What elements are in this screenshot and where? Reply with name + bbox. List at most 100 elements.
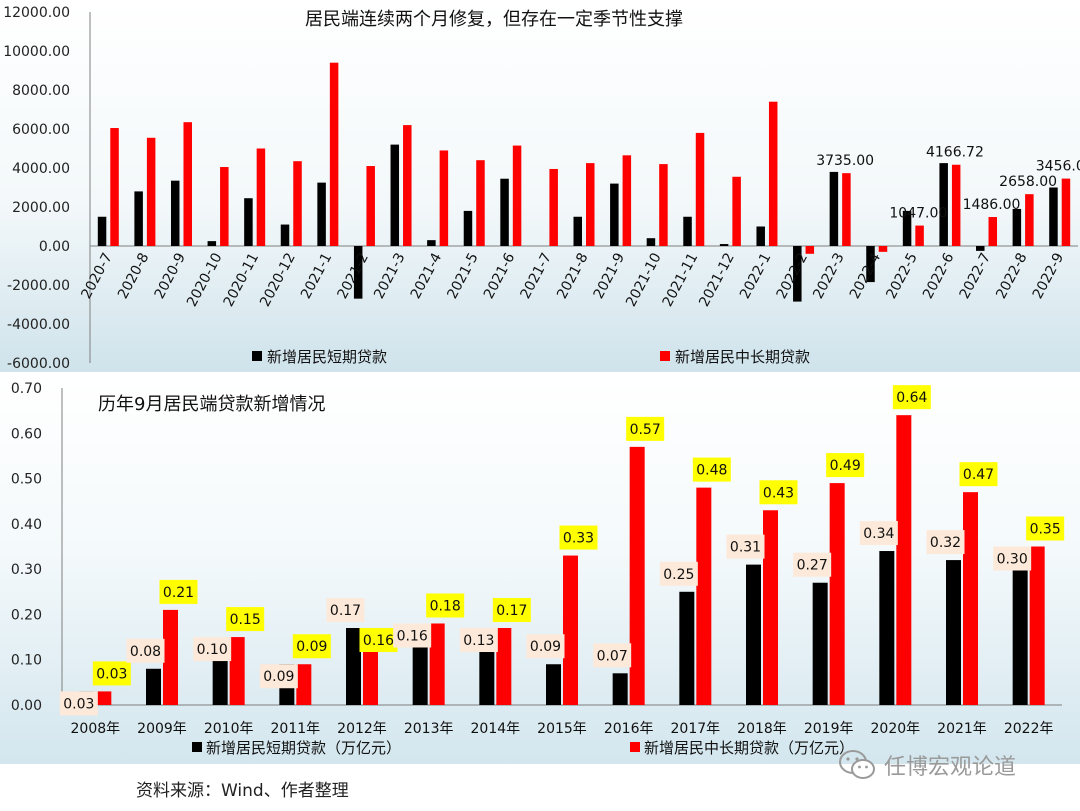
- data-label-text: 0.57: [630, 422, 661, 438]
- data-label-text: 0.17: [496, 603, 527, 619]
- bar-short-term: [500, 178, 509, 246]
- bar-short-term: [1012, 569, 1028, 705]
- y-tick-label: 0.60: [11, 426, 42, 442]
- bar-short-term: [866, 246, 875, 283]
- bar-long-term: [476, 160, 485, 246]
- y-tick-label: 0.40: [11, 517, 42, 533]
- bar-short-term: [427, 240, 436, 246]
- september-loan-chart: 历年9月居民端贷款新增情况 0.700.600.500.400.300.200.…: [0, 376, 1080, 764]
- legend-swatch-long-term: [660, 351, 670, 361]
- bar-short-term: [976, 246, 985, 251]
- bar-series: [79, 415, 1045, 705]
- bar-long-term: [256, 148, 266, 246]
- data-label-text: 0.43: [763, 485, 794, 501]
- y-tick-label: 0.20: [11, 607, 42, 623]
- bar-long-term: [439, 150, 449, 246]
- chart-title: 历年9月居民端贷款新增情况: [98, 394, 325, 415]
- bar-short-term: [207, 241, 217, 246]
- data-label-text: 0.16: [397, 628, 428, 644]
- y-axis: 0.70 0.60 0.50 0.40 0.30 0.20 0.10 0.00: [11, 381, 1062, 714]
- bar-short-term: [719, 244, 729, 246]
- x-tick-label: 2017年: [671, 721, 721, 737]
- bar-long-term: [229, 637, 245, 705]
- bar-short-term: [546, 664, 561, 705]
- bar-short-term: [463, 210, 473, 246]
- bar-short-term: [946, 560, 961, 705]
- bar-short-term: [244, 198, 253, 246]
- bar-series: [97, 62, 1071, 302]
- y-tick-label: 0.00: [11, 698, 42, 714]
- data-labels: 0.030.030.080.210.100.150.090.090.170.16…: [59, 385, 1065, 716]
- data-label-text: 0.35: [1030, 522, 1061, 538]
- bar-short-term: [170, 180, 180, 246]
- data-label-background: [993, 546, 1032, 571]
- data-label-text: 0.08: [130, 644, 161, 660]
- data-label-background: [193, 637, 232, 662]
- data-label-text: 0.31: [730, 540, 761, 556]
- bar-long-term: [146, 137, 156, 246]
- monthly-loan-chart-panel: 居民端连续两个月修复，但存在一定季节性支撑 12000.00 10000.00 80…: [0, 0, 1080, 372]
- bar-short-term: [346, 628, 361, 705]
- bar-short-term: [146, 668, 161, 705]
- data-label-long-term: 0.33: [559, 525, 598, 550]
- data-label-text: 0.10: [197, 642, 228, 658]
- data-label-background: [659, 561, 698, 586]
- data-label: 2658.00: [999, 174, 1057, 190]
- legend: 新增居民短期贷款 新增居民中长期贷款: [252, 348, 810, 366]
- y-tick-label: 0.70: [11, 381, 42, 397]
- data-label-text: 0.48: [696, 463, 727, 479]
- data-label-short-term: 0.09: [526, 634, 565, 659]
- data-label-background: [226, 607, 265, 632]
- y-tick-label: 0.30: [11, 562, 42, 578]
- x-tick-label: 2012年: [337, 721, 387, 737]
- data-label-background: [1026, 516, 1065, 541]
- legend-swatch-long-term: [630, 742, 640, 752]
- bar-long-term: [329, 62, 339, 247]
- bar-long-term: [988, 217, 998, 246]
- x-tick-label: 2009年: [137, 721, 187, 737]
- source-note: 资料来源：Wind、作者整理: [136, 781, 349, 801]
- data-label-long-term: 0.35: [1026, 516, 1065, 541]
- bar-long-term: [496, 628, 512, 705]
- x-tick-label: 2022年: [1004, 721, 1054, 737]
- data-label-background: [126, 638, 165, 663]
- bar-short-term: [612, 673, 628, 705]
- bar-long-term: [768, 101, 778, 246]
- bar-long-term: [963, 492, 978, 705]
- watermark: 任博宏观论道: [838, 746, 1016, 784]
- data-label-long-term: 0.09: [292, 634, 331, 659]
- data-label-background: [393, 623, 432, 648]
- bar-long-term: [586, 163, 595, 246]
- bar-short-term: [573, 216, 582, 246]
- data-label-background: [359, 628, 398, 653]
- data-label-background: [292, 634, 331, 659]
- data-label-text: 0.25: [663, 567, 694, 583]
- bar-long-term: [696, 487, 712, 705]
- x-tick-label: 2019年: [804, 721, 854, 737]
- data-label-short-term: 0.27: [793, 552, 832, 577]
- bar-short-term: [1012, 208, 1022, 246]
- data-label-background: [692, 457, 731, 482]
- bar-long-term: [549, 168, 558, 246]
- bar-short-term: [756, 226, 765, 246]
- bar-short-term: [812, 582, 828, 705]
- data-label-text: 0.09: [530, 639, 561, 655]
- data-label-long-term: 0.43: [759, 480, 798, 505]
- data-label-long-term: 0.21: [159, 579, 198, 604]
- data-label-text: 0.13: [463, 633, 494, 649]
- x-tick-label: 2015年: [537, 721, 587, 737]
- x-tick-label: 2020年: [871, 721, 921, 737]
- bar-long-term: [915, 225, 924, 246]
- september-loan-chart-panel: 历年9月居民端贷款新增情况 0.70 0.60 0.50 0.40 0.30 0.20 0.…: [0, 376, 1080, 764]
- bar-long-term: [110, 128, 119, 246]
- data-label-background: [826, 453, 865, 478]
- bar-short-term: [679, 591, 695, 705]
- bar-long-term: [403, 125, 412, 246]
- bar-long-term: [896, 415, 912, 705]
- bar-long-term: [96, 691, 112, 705]
- chart-title: 居民端连续两个月修复，但存在一定季节性支撑: [305, 9, 683, 30]
- data-label-long-term: 0.17: [492, 598, 531, 623]
- bar-long-term: [659, 164, 668, 246]
- legend-swatch-short-term: [192, 742, 202, 752]
